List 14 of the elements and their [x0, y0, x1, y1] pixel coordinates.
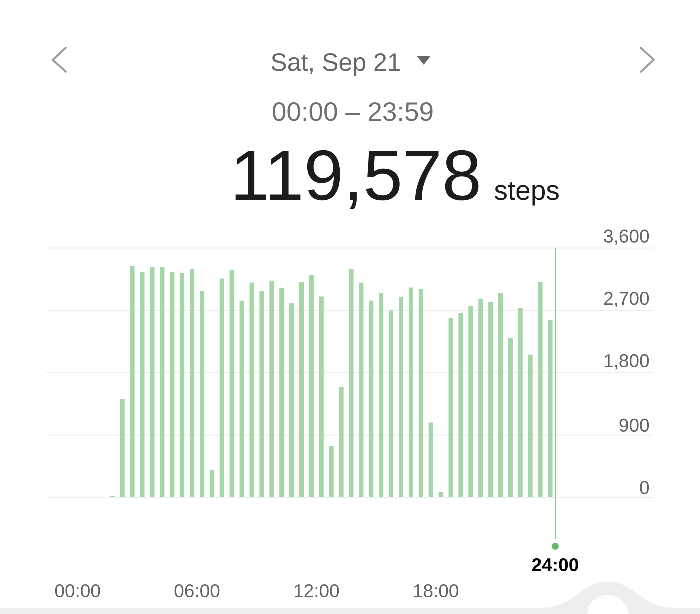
y-tick-label: 1,800 [604, 354, 650, 370]
x-tick-label: 18:00 [414, 584, 458, 598]
y-tick-label: 900 [620, 418, 650, 432]
chart-title: Sat, Sep 21 [272, 54, 400, 76]
text: steps [494, 182, 559, 206]
text: 119,578 [236, 150, 479, 210]
x-tick-label: 00:00 [55, 584, 100, 598]
x-tick-label: 12:00 [294, 584, 340, 598]
chart-subtitle: 00:00 – 23:59 [272, 102, 433, 122]
x-tick-label: 06:00 [174, 584, 220, 598]
y-tick-label: 2,700 [604, 292, 650, 308]
y-tick-label: 3,600 [604, 230, 650, 246]
y-tick-label: 0 [640, 481, 650, 494]
ref-line-label: 24:00 [532, 558, 578, 572]
